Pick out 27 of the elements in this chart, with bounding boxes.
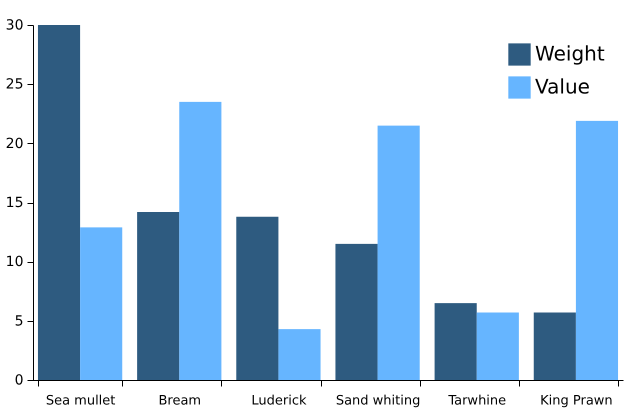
bar [137, 212, 180, 380]
bar [534, 312, 576, 380]
x-tick-label: Sand whiting [336, 394, 420, 408]
bar [434, 303, 477, 380]
y-tick-label: 5 [14, 313, 24, 330]
x-tick-label: Bream [158, 394, 202, 408]
bar [236, 216, 278, 380]
bar [179, 102, 222, 380]
legend-label: Weight [535, 42, 605, 66]
bar [38, 25, 80, 380]
x-tick-label: Sea mullet [46, 394, 116, 408]
legend-label: Value [535, 74, 590, 98]
bar [278, 329, 321, 380]
bar [80, 227, 122, 380]
y-tick-label: 30 [6, 18, 24, 34]
y-tick-label: 15 [6, 195, 24, 211]
bar [378, 126, 420, 380]
y-tick-label: 10 [6, 254, 24, 270]
y-tick-label: 25 [6, 76, 24, 93]
x-tick-label: Luderick [251, 394, 307, 408]
bar [576, 120, 618, 380]
bar [335, 244, 378, 380]
bar [476, 312, 519, 380]
x-tick-label: King Prawn [540, 394, 613, 408]
y-tick-label: 20 [6, 136, 24, 152]
y-tick-label: 0 [14, 372, 24, 388]
x-tick-label: Tarwhine [447, 394, 506, 408]
